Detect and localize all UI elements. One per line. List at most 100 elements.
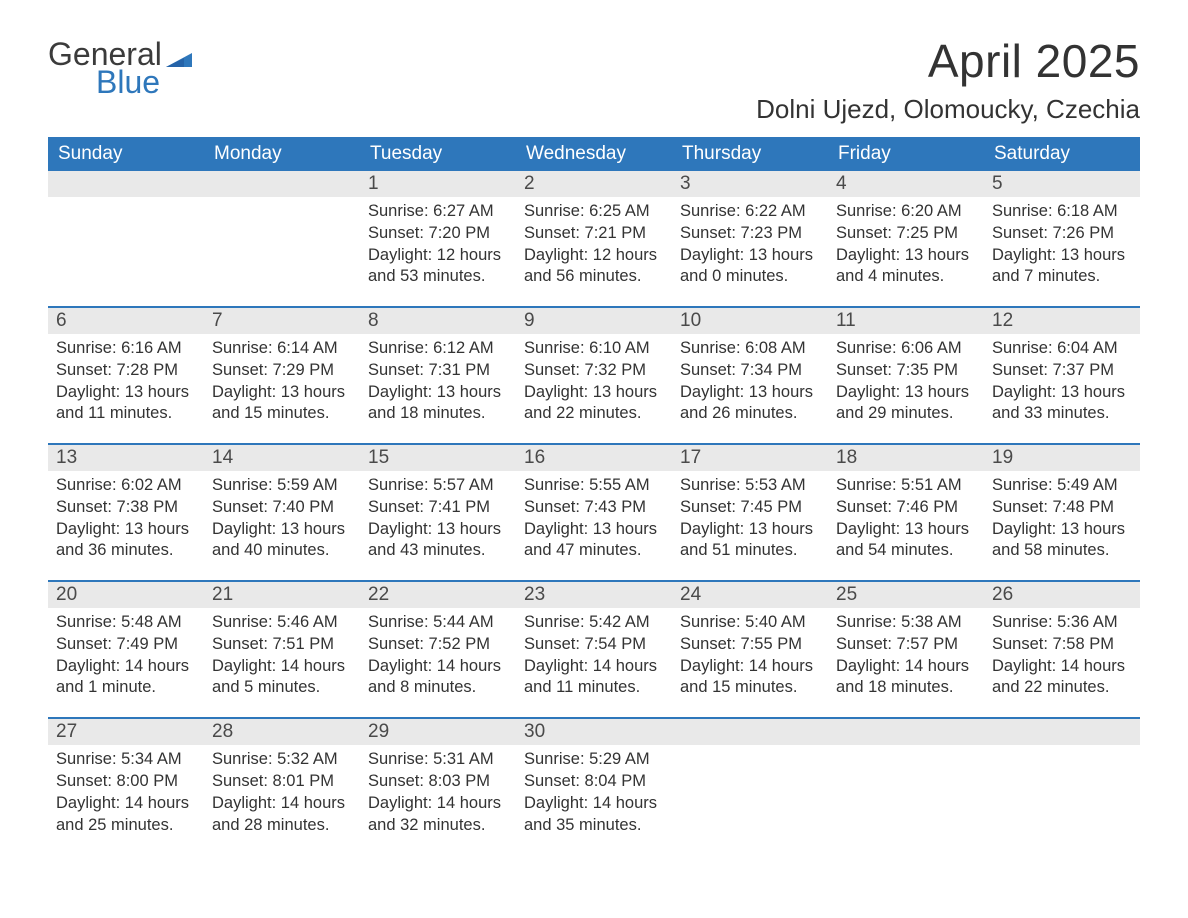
header: General Blue April 2025 Dolni Ujezd, Olo…: [48, 34, 1140, 125]
day-number: 25: [828, 582, 984, 608]
day-body: [828, 745, 984, 853]
sunset-text: Sunset: 7:51 PM: [212, 634, 352, 656]
sunrise-text: Sunrise: 6:18 AM: [992, 201, 1132, 223]
daylight-line2: and 36 minutes.: [56, 540, 196, 562]
daylight-line2: and 54 minutes.: [836, 540, 976, 562]
day-body: Sunrise: 6:16 AMSunset: 7:28 PMDaylight:…: [48, 334, 204, 443]
sunrise-text: Sunrise: 6:27 AM: [368, 201, 508, 223]
sunrise-text: Sunrise: 6:25 AM: [524, 201, 664, 223]
daylight-line2: and 11 minutes.: [56, 403, 196, 425]
day-body: [48, 197, 204, 305]
day-body: Sunrise: 5:55 AMSunset: 7:43 PMDaylight:…: [516, 471, 672, 580]
day-number: 7: [204, 308, 360, 334]
sunset-text: Sunset: 7:28 PM: [56, 360, 196, 382]
sunrise-text: Sunrise: 5:38 AM: [836, 612, 976, 634]
calendar-day: 25 Sunrise: 5:38 AMSunset: 7:57 PMDayligh…: [828, 582, 984, 717]
calendar-day: 19Sunrise: 5:49 AMSunset: 7:48 PMDayligh…: [984, 445, 1140, 580]
sunrise-text: Sunrise: 5:31 AM: [368, 749, 508, 771]
day-body: Sunrise: 6:22 AMSunset: 7:23 PMDaylight:…: [672, 197, 828, 306]
sunset-text: Sunset: 7:52 PM: [368, 634, 508, 656]
calendar-day: 3Sunrise: 6:22 AMSunset: 7:23 PMDaylight…: [672, 171, 828, 306]
daylight-line1: Daylight: 14 hours: [836, 656, 976, 678]
calendar-day: 9Sunrise: 6:10 AMSunset: 7:32 PMDaylight…: [516, 308, 672, 443]
day-number: 23: [516, 582, 672, 608]
daylight-line1: Daylight: 13 hours: [836, 245, 976, 267]
logo: General Blue: [48, 34, 192, 99]
day-body: [204, 197, 360, 305]
sunset-text: Sunset: 8:03 PM: [368, 771, 508, 793]
sunrise-text: Sunrise: 6:14 AM: [212, 338, 352, 360]
daylight-line1: Daylight: 13 hours: [680, 519, 820, 541]
day-number: 27: [48, 719, 204, 745]
sunset-text: Sunset: 7:57 PM: [836, 634, 976, 656]
sunset-text: Sunset: 7:37 PM: [992, 360, 1132, 382]
sunset-text: Sunset: 8:01 PM: [212, 771, 352, 793]
daylight-line1: Daylight: 13 hours: [992, 245, 1132, 267]
sunset-text: Sunset: 7:29 PM: [212, 360, 352, 382]
sunrise-text: Sunrise: 5:51 AM: [836, 475, 976, 497]
day-body: Sunrise: 5:57 AMSunset: 7:41 PMDaylight:…: [360, 471, 516, 580]
day-number: 9: [516, 308, 672, 334]
calendar-day: 6Sunrise: 6:16 AMSunset: 7:28 PMDaylight…: [48, 308, 204, 443]
day-body: Sunrise: 5:46 AMSunset: 7:51 PMDaylight:…: [204, 608, 360, 717]
calendar-day: 14Sunrise: 5:59 AMSunset: 7:40 PMDayligh…: [204, 445, 360, 580]
day-body: Sunrise: 5:29 AMSunset: 8:04 PMDaylight:…: [516, 745, 672, 854]
daylight-line1: Daylight: 13 hours: [992, 519, 1132, 541]
daylight-line1: Daylight: 14 hours: [212, 793, 352, 815]
sunset-text: Sunset: 7:58 PM: [992, 634, 1132, 656]
sunset-text: Sunset: 7:31 PM: [368, 360, 508, 382]
sunrise-text: Sunrise: 5:42 AM: [524, 612, 664, 634]
calendar-day: 16Sunrise: 5:55 AMSunset: 7:43 PMDayligh…: [516, 445, 672, 580]
day-body: Sunrise: 5:59 AMSunset: 7:40 PMDaylight:…: [204, 471, 360, 580]
daylight-line1: Daylight: 12 hours: [524, 245, 664, 267]
sunrise-text: Sunrise: 6:22 AM: [680, 201, 820, 223]
daylight-line2: and 53 minutes.: [368, 266, 508, 288]
calendar-day: 21Sunrise: 5:46 AMSunset: 7:51 PMDayligh…: [204, 582, 360, 717]
daylight-line1: Daylight: 14 hours: [524, 793, 664, 815]
daylight-line1: Daylight: 13 hours: [836, 519, 976, 541]
sunset-text: Sunset: 7:46 PM: [836, 497, 976, 519]
day-body: Sunrise: 5:49 AMSunset: 7:48 PMDaylight:…: [984, 471, 1140, 580]
sunset-text: Sunset: 7:20 PM: [368, 223, 508, 245]
calendar-day: 8Sunrise: 6:12 AMSunset: 7:31 PMDaylight…: [360, 308, 516, 443]
sunrise-text: Sunrise: 6:10 AM: [524, 338, 664, 360]
calendar-day: 1Sunrise: 6:27 AMSunset: 7:20 PMDaylight…: [360, 171, 516, 306]
calendar-day: 24Sunrise: 5:40 AMSunset: 7:55 PMDayligh…: [672, 582, 828, 717]
calendar-day: 26Sunrise: 5:36 AMSunset: 7:58 PMDayligh…: [984, 582, 1140, 717]
sunset-text: Sunset: 7:45 PM: [680, 497, 820, 519]
sunset-text: Sunset: 7:38 PM: [56, 497, 196, 519]
day-body: Sunrise: 5:40 AMSunset: 7:55 PMDaylight:…: [672, 608, 828, 717]
daylight-line2: and 0 minutes.: [680, 266, 820, 288]
location: Dolni Ujezd, Olomoucky, Czechia: [756, 94, 1140, 125]
sunset-text: Sunset: 7:41 PM: [368, 497, 508, 519]
daylight-line1: Daylight: 13 hours: [212, 382, 352, 404]
day-body: Sunrise: 6:08 AMSunset: 7:34 PMDaylight:…: [672, 334, 828, 443]
daylight-line2: and 43 minutes.: [368, 540, 508, 562]
day-number: 19: [984, 445, 1140, 471]
sunset-text: Sunset: 8:00 PM: [56, 771, 196, 793]
calendar-day: 30Sunrise: 5:29 AMSunset: 8:04 PMDayligh…: [516, 719, 672, 854]
calendar-week: 6Sunrise: 6:16 AMSunset: 7:28 PMDaylight…: [48, 306, 1140, 443]
day-body: Sunrise: 5:36 AMSunset: 7:58 PMDaylight:…: [984, 608, 1140, 717]
daylight-line2: and 25 minutes.: [56, 815, 196, 837]
day-number: 24: [672, 582, 828, 608]
daylight-line2: and 33 minutes.: [992, 403, 1132, 425]
sunset-text: Sunset: 7:48 PM: [992, 497, 1132, 519]
calendar-day: 11Sunrise: 6:06 AMSunset: 7:35 PMDayligh…: [828, 308, 984, 443]
daylight-line1: Daylight: 13 hours: [524, 519, 664, 541]
daylight-line1: Daylight: 14 hours: [212, 656, 352, 678]
calendar-day: 4Sunrise: 6:20 AMSunset: 7:25 PMDaylight…: [828, 171, 984, 306]
title-block: April 2025 Dolni Ujezd, Olomoucky, Czech…: [756, 34, 1140, 125]
month-title: April 2025: [756, 34, 1140, 88]
day-body: Sunrise: 6:18 AMSunset: 7:26 PMDaylight:…: [984, 197, 1140, 306]
day-number: 14: [204, 445, 360, 471]
day-number: 22: [360, 582, 516, 608]
day-number: 13: [48, 445, 204, 471]
day-body: Sunrise: 6:20 AMSunset: 7:25 PMDaylight:…: [828, 197, 984, 306]
day-number: 26: [984, 582, 1140, 608]
day-number: 4: [828, 171, 984, 197]
day-number: 17: [672, 445, 828, 471]
day-body: Sunrise: 5:51 AMSunset: 7:46 PMDaylight:…: [828, 471, 984, 580]
daylight-line1: Daylight: 14 hours: [524, 656, 664, 678]
day-number: [828, 719, 984, 745]
